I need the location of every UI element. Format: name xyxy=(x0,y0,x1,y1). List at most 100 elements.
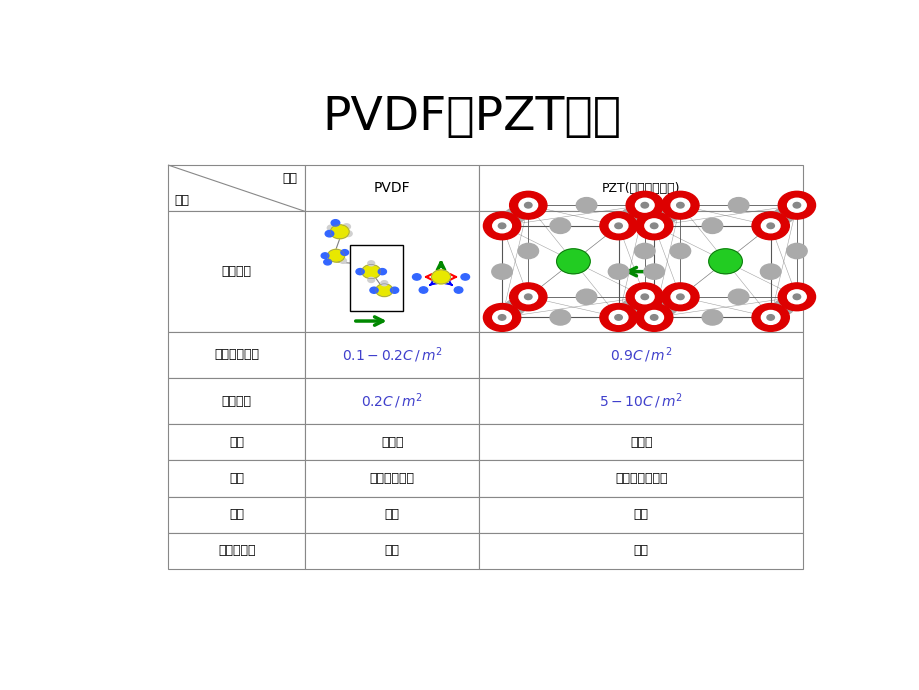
Text: 有毒: 有毒 xyxy=(633,509,648,521)
Circle shape xyxy=(482,304,520,331)
Circle shape xyxy=(454,287,462,293)
Bar xyxy=(479,460,802,497)
Circle shape xyxy=(390,287,398,293)
Circle shape xyxy=(518,290,537,304)
Circle shape xyxy=(419,287,427,293)
Bar xyxy=(168,332,304,378)
Bar xyxy=(479,332,802,378)
Text: 挠性: 挠性 xyxy=(229,436,244,449)
Bar xyxy=(168,497,304,533)
Circle shape xyxy=(644,310,663,324)
Bar xyxy=(304,460,479,497)
Circle shape xyxy=(339,258,346,264)
Circle shape xyxy=(323,259,331,265)
Circle shape xyxy=(777,283,814,310)
Circle shape xyxy=(498,315,505,320)
Text: 极化形式: 极化形式 xyxy=(221,265,252,278)
Circle shape xyxy=(761,219,779,233)
Circle shape xyxy=(321,253,328,259)
Circle shape xyxy=(728,197,748,213)
Bar xyxy=(168,424,304,460)
Circle shape xyxy=(575,289,596,304)
Circle shape xyxy=(460,274,469,280)
Circle shape xyxy=(661,191,698,219)
Circle shape xyxy=(643,264,664,279)
Circle shape xyxy=(550,310,570,325)
Circle shape xyxy=(343,224,350,230)
Bar xyxy=(479,165,802,211)
Bar xyxy=(168,378,304,424)
Text: PVDF与PZT比较: PVDF与PZT比较 xyxy=(322,95,620,140)
Bar xyxy=(168,460,304,497)
Circle shape xyxy=(361,264,380,279)
Text: 密度大，比较重: 密度大，比较重 xyxy=(614,472,667,485)
Bar xyxy=(304,497,479,533)
Circle shape xyxy=(492,264,512,279)
Text: PVDF: PVDF xyxy=(373,181,410,195)
Circle shape xyxy=(635,212,672,239)
Text: 易碎的: 易碎的 xyxy=(630,436,652,449)
Circle shape xyxy=(509,191,546,219)
Bar xyxy=(168,211,304,332)
Circle shape xyxy=(786,244,806,259)
Circle shape xyxy=(412,274,421,280)
Circle shape xyxy=(505,299,525,315)
Circle shape xyxy=(599,304,637,331)
Circle shape xyxy=(751,304,789,331)
Circle shape xyxy=(766,315,774,320)
Circle shape xyxy=(787,198,805,212)
Circle shape xyxy=(509,283,546,310)
Circle shape xyxy=(614,315,621,320)
Circle shape xyxy=(327,225,335,231)
Circle shape xyxy=(641,202,648,208)
Circle shape xyxy=(661,283,698,310)
Text: 柔韧的: 柔韧的 xyxy=(380,436,403,449)
Circle shape xyxy=(670,198,689,212)
Bar xyxy=(479,497,802,533)
Text: $0.1-0.2C\,/\,m^2$: $0.1-0.2C\,/\,m^2$ xyxy=(342,345,442,365)
Circle shape xyxy=(599,212,637,239)
Circle shape xyxy=(634,244,654,259)
Text: 无毒: 无毒 xyxy=(384,509,399,521)
Circle shape xyxy=(676,294,684,299)
Circle shape xyxy=(787,290,805,304)
Circle shape xyxy=(777,191,814,219)
Circle shape xyxy=(556,249,590,274)
Text: 化学稳定性: 化学稳定性 xyxy=(218,544,255,558)
Text: PZT(锆钛酸铅陶瓷): PZT(锆钛酸铅陶瓷) xyxy=(601,181,680,195)
Circle shape xyxy=(635,304,672,331)
Circle shape xyxy=(505,208,525,223)
Circle shape xyxy=(517,244,538,259)
Circle shape xyxy=(493,310,511,324)
Text: 较差: 较差 xyxy=(633,544,648,558)
Circle shape xyxy=(324,230,334,237)
Text: $5-10C\,/\,m^2$: $5-10C\,/\,m^2$ xyxy=(598,391,683,411)
Text: $0.9C\,/\,m^2$: $0.9C\,/\,m^2$ xyxy=(609,345,672,365)
Bar xyxy=(304,378,479,424)
Circle shape xyxy=(773,299,793,315)
Circle shape xyxy=(701,310,722,325)
Circle shape xyxy=(608,310,627,324)
Circle shape xyxy=(493,219,511,233)
Circle shape xyxy=(524,294,531,299)
Circle shape xyxy=(620,299,641,315)
Circle shape xyxy=(375,284,392,297)
Text: 物质: 物质 xyxy=(282,172,298,184)
Bar xyxy=(479,378,802,424)
Circle shape xyxy=(524,202,531,208)
Circle shape xyxy=(644,219,663,233)
Circle shape xyxy=(482,212,520,239)
Circle shape xyxy=(550,218,570,233)
Circle shape xyxy=(369,287,378,293)
Bar xyxy=(304,332,479,378)
Circle shape xyxy=(773,208,793,223)
Circle shape xyxy=(635,290,653,304)
Circle shape xyxy=(614,223,621,228)
Circle shape xyxy=(626,283,663,310)
Bar xyxy=(168,165,304,211)
Circle shape xyxy=(356,268,364,275)
Text: 自发极化强度: 自发极化强度 xyxy=(214,348,259,362)
Text: 毒性: 毒性 xyxy=(229,509,244,521)
Circle shape xyxy=(641,294,648,299)
Bar xyxy=(479,211,802,332)
